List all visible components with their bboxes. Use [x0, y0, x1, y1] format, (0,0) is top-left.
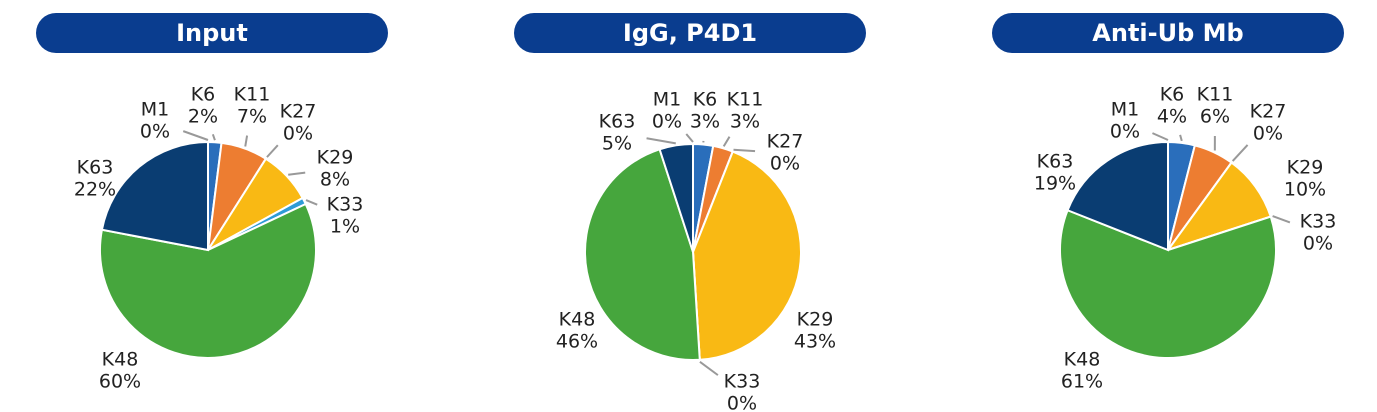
slice-value: 60% — [99, 371, 141, 393]
slice-label: K27 — [1250, 101, 1287, 123]
chart-title: Input — [176, 19, 248, 47]
leader-line — [646, 137, 676, 145]
slice-label: K27 — [280, 101, 317, 123]
slice-value: 61% — [1061, 371, 1103, 393]
leader-line — [685, 133, 694, 143]
pie-slice — [691, 150, 802, 361]
slice-label: M1 — [653, 89, 681, 111]
slice-value: 43% — [794, 331, 836, 353]
leader-line — [266, 144, 279, 158]
title-pill — [514, 13, 866, 53]
chart-title: Anti-Ub Mb — [1092, 19, 1243, 47]
slice-label: K63 — [1037, 151, 1074, 173]
pie-slice — [1066, 140, 1169, 252]
slice-value: 0% — [140, 121, 170, 143]
slice-value: 10% — [1284, 179, 1326, 201]
slice-label: K63 — [599, 111, 636, 133]
slice-label: K48 — [559, 309, 596, 331]
slice-label: K6 — [693, 89, 718, 111]
pie-slice — [658, 142, 694, 253]
slice-label: K48 — [1064, 349, 1101, 371]
slice-label: K29 — [1287, 157, 1324, 179]
slice-label: M1 — [141, 99, 169, 121]
leader-line — [1272, 215, 1291, 224]
slice-label: K33 — [1300, 211, 1337, 233]
slice-value: 4% — [1157, 106, 1187, 128]
slice-value: 0% — [283, 123, 313, 145]
leader-line — [699, 360, 719, 376]
title-pill — [992, 13, 1344, 53]
title-pill — [36, 13, 388, 53]
leader-line — [211, 134, 216, 141]
chart-title: IgG, P4D1 — [623, 19, 757, 47]
slice-label: K29 — [317, 147, 354, 169]
slice-label: K11 — [727, 89, 764, 111]
leader-line — [305, 199, 318, 206]
leader-line — [182, 130, 209, 141]
slice-value: 7% — [237, 106, 267, 128]
leader-line — [288, 171, 306, 176]
slice-value: 3% — [690, 111, 720, 133]
slice-label: K27 — [767, 131, 804, 153]
leader-line — [1179, 134, 1183, 142]
slice-label: K11 — [234, 84, 271, 106]
slice-value: 3% — [730, 111, 760, 133]
slice-label: M1 — [1111, 99, 1139, 121]
pie-slice — [99, 202, 317, 359]
slice-label: K11 — [1197, 84, 1234, 106]
leader-line — [244, 135, 249, 147]
slice-value: 0% — [1253, 123, 1283, 145]
slice-value: 0% — [1110, 121, 1140, 143]
slice-value: 0% — [652, 111, 682, 133]
leader-line — [722, 136, 731, 147]
leader-line — [733, 148, 756, 153]
slice-label: K6 — [1160, 84, 1185, 106]
slice-value: 2% — [188, 106, 218, 128]
pie-slice — [584, 148, 701, 361]
slice-label: K29 — [797, 309, 834, 331]
leader-line — [1152, 132, 1169, 141]
slice-label: K63 — [77, 157, 114, 179]
slice-value: 19% — [1034, 173, 1076, 195]
slice-label: K48 — [102, 349, 139, 371]
slice-label: K33 — [327, 194, 364, 216]
slice-value: 22% — [74, 179, 116, 201]
slice-value: 5% — [602, 133, 632, 155]
slice-value: 0% — [770, 153, 800, 175]
slice-value: 1% — [330, 216, 360, 238]
pie-slice — [100, 140, 209, 252]
slice-value: 6% — [1200, 106, 1230, 128]
slice-value: 0% — [1303, 233, 1333, 255]
pie-slice — [1059, 208, 1277, 359]
slice-value: 8% — [320, 169, 350, 191]
slice-label: K33 — [724, 371, 761, 393]
slice-value: 46% — [556, 331, 598, 353]
slice-label: K6 — [191, 84, 216, 106]
slice-value: 0% — [727, 393, 757, 412]
leader-line — [1231, 144, 1249, 162]
